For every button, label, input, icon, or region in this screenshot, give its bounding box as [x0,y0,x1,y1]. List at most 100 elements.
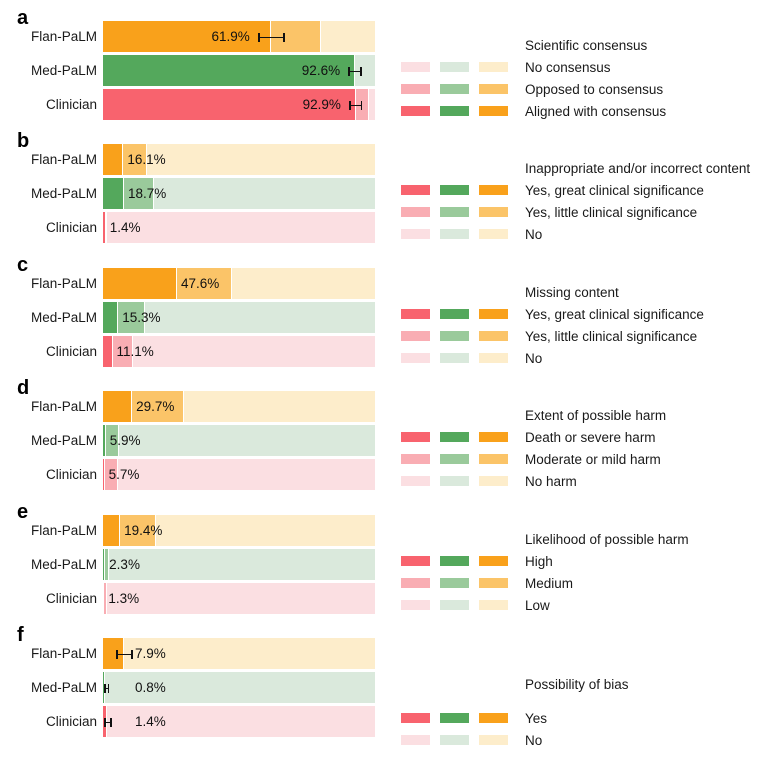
legend-swatch-orange-medium [479,578,508,588]
segment-light [106,706,375,737]
legend-swatch-pink-medium [401,84,430,94]
bar-row-flan-palm: Flan-PaLM 7.9% [0,638,375,669]
value-label: 1.4% [109,220,141,235]
segment-dark [103,212,106,243]
value-label: 47.6% [180,276,220,291]
legend-swatch-green-dark [440,309,469,319]
error-bar-cap [283,32,285,42]
chart-b: Flan-PaLM 16.1% Med-PaLM 18.7% Clinician 1.4% [0,144,375,246]
value-label: 15.3% [122,310,161,325]
stacked-bar: 0.8% [103,672,375,703]
row-label: Clinician [45,220,97,235]
legend-swatch-pink-dark [401,432,430,442]
error-bar [257,32,285,42]
value-label: 7.9% [135,646,166,661]
value-label: 1.3% [108,591,140,606]
legend-swatch-pink-medium [401,454,430,464]
segment-light [183,391,375,422]
segment-light [109,549,375,580]
row-label: Clinician [45,714,97,729]
stacked-bar: 7.9% [103,638,375,669]
bar-row-clinician: Clinician 5.7% [0,459,375,490]
legend-label: Moderate or mild harm [525,451,661,467]
legend-swatch-green-light [440,600,469,610]
value-label: 29.7% [136,399,175,414]
chart-e: Flan-PaLM 19.4% Med-PaLM 2.3% Clinician 1.3% [0,515,375,617]
segment-light [354,55,375,86]
error-bar-cap [104,717,106,727]
chart-c: Flan-PaLM 47.6% Med-PaLM 15.3% Clinician 11.1… [0,268,375,370]
segment-light [155,515,375,546]
row-label: Flan-PaLM [30,523,97,538]
error-bar-cap [359,66,362,76]
legend-swatch-orange-light [479,600,508,610]
stacked-bar: 1.3% [103,583,375,614]
legend-swatch-pink-medium [401,578,430,588]
bar-row-flan-palm: Flan-PaLM 19.4% [0,515,375,546]
legend-swatch-green-dark [440,185,469,195]
row-label: Flan-PaLM [30,399,97,414]
legend-label: Low [525,597,550,613]
legend-row: Yes, little clinical significance [401,201,750,223]
legend-row: No [401,729,629,751]
value-label: 1.4% [135,714,166,729]
segment-medium [104,583,107,614]
row-label: Clinician [45,591,97,606]
panel-letter-f: f [17,624,24,646]
legend-swatch-orange-light [479,229,508,239]
panel-d: d Flan-PaLM 29.7% Med-PaLM 5.9% Clinician 5.7%… [0,378,765,501]
bar-row-flan-palm: Flan-PaLM 47.6% [0,268,375,299]
legend-label: Death or severe harm [525,429,656,445]
error-bar-cap [360,100,363,110]
error-bar-cap [104,683,106,693]
value-label: 16.1% [127,152,166,167]
bar-row-med-palm: Med-PaLM 18.7% [0,178,375,209]
segment-medium [118,302,145,333]
legend-swatch-orange-dark [479,106,508,116]
legend-label: No harm [525,473,577,489]
stacked-bar: 2.3% [103,549,375,580]
legend-row: No consensus [401,56,666,78]
legend-title: Extent of possible harm [525,408,667,423]
legend-label: Yes, great clinical significance [525,306,704,322]
value-label: 0.8% [135,680,166,695]
legend-swatch-orange-light [479,353,508,363]
error-bar-cap [130,649,133,659]
stacked-bar: 92.9% [103,89,375,120]
row-label: Clinician [45,467,97,482]
legend-c: Missing content Yes, great clinical signi… [401,285,704,369]
legend-row: Yes, great clinical significance [401,179,750,201]
panel-letter-d: d [17,377,30,399]
legend-swatch-pink-medium [401,207,430,217]
stacked-bar: 5.7% [103,459,375,490]
stacked-bar: 92.6% [103,55,375,86]
bar-row-clinician: Clinician 1.3% [0,583,375,614]
row-label: Med-PaLM [30,433,97,448]
stacked-bar: 15.3% [103,302,375,333]
segment-light [118,459,375,490]
legend-row: No harm [401,470,666,492]
legend-swatch-pink-dark [401,309,430,319]
chart-d: Flan-PaLM 29.7% Med-PaLM 5.9% Clinician 5.7% [0,391,375,493]
legend-swatch-orange-dark [479,432,508,442]
legend-swatch-pink-light [401,353,430,363]
bar-row-med-palm: Med-PaLM 92.6% [0,55,375,86]
bar-row-clinician: Clinician 92.9% [0,89,375,120]
legend-row: Low [401,594,689,616]
segment-dark [103,178,124,209]
legend-swatch-green-dark [440,556,469,566]
segment-medium [112,336,134,367]
segment-dark [103,391,133,422]
legend-swatch-orange-dark [479,185,508,195]
row-label: Flan-PaLM [30,646,97,661]
legend-swatch-green-medium [440,454,469,464]
segment-dark [103,549,106,580]
legend-swatch-orange-light [479,476,508,486]
legend-label: No consensus [525,59,611,75]
legend-row: Opposed to consensus [401,78,666,100]
segment-dark [103,515,121,546]
segment-dark [103,268,177,299]
legend-swatch-orange-medium [479,84,508,94]
error-bar-cap [107,683,110,693]
